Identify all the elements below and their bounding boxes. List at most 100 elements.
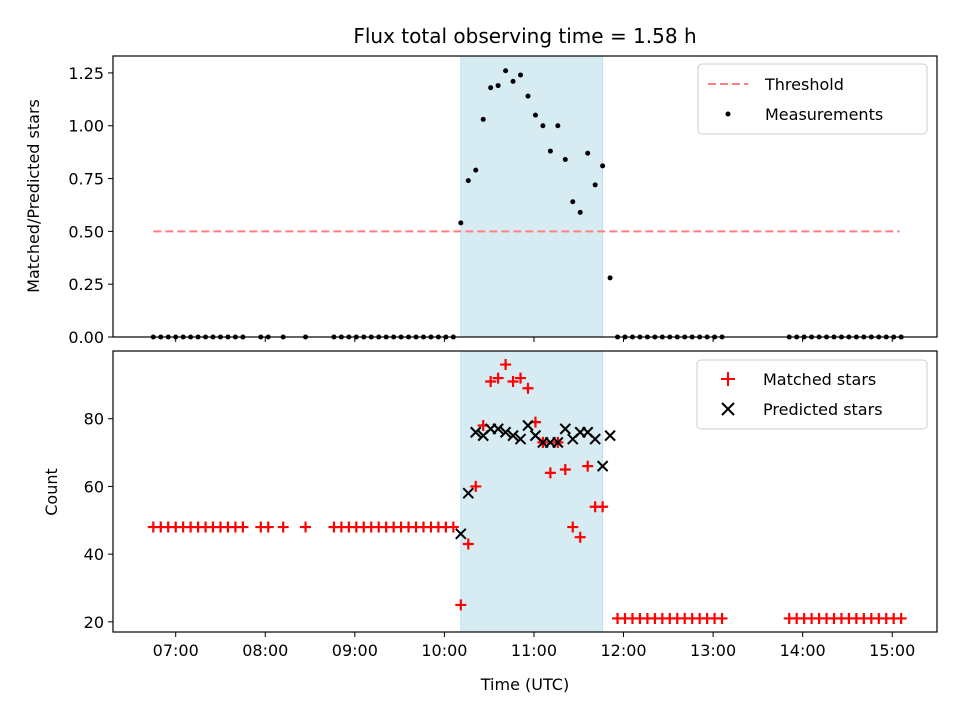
xtick-label: 14:00	[780, 641, 826, 660]
measurement-point	[607, 275, 613, 281]
matched-star-point	[237, 521, 249, 533]
xtick-label: 12:00	[600, 641, 646, 660]
measurement-point	[532, 112, 538, 118]
measurement-point	[562, 157, 568, 163]
xtick-label: 09:00	[332, 641, 378, 660]
x-axis-label: Time (UTC)	[480, 675, 569, 694]
bottom-predicted-points	[455, 419, 616, 540]
matched-star-point	[485, 375, 497, 387]
bottom-ytick-label: 60	[84, 477, 104, 496]
top-x-ticks	[175, 337, 893, 342]
bottom-ytick-label: 20	[84, 613, 104, 632]
predicted-star-point	[522, 419, 534, 432]
legend-matched-label: Matched stars	[763, 370, 876, 389]
xtick-label: 11:00	[511, 641, 557, 660]
bottom-matched-points	[147, 359, 907, 624]
xtick-label: 08:00	[242, 641, 288, 660]
matched-star-point	[895, 612, 907, 624]
measurement-point	[458, 220, 464, 226]
top-legend-box	[697, 63, 928, 135]
matched-star-point	[447, 521, 459, 533]
top-panel: 0.00 0.25 0.50 0.75 1.00 1.25 Matched/Predict…	[24, 55, 938, 347]
predicted-star-point	[559, 423, 572, 435]
legend-predicted-label: Predicted stars	[763, 400, 883, 419]
measurement-point	[540, 123, 546, 129]
bottom-shaded-band	[460, 350, 604, 633]
matched-star-point	[500, 359, 512, 371]
legend-measurements-label: Measurements	[765, 105, 883, 124]
matched-star-point	[492, 372, 504, 384]
top-y-axis-label: Matched/Predicted stars	[24, 99, 43, 293]
legend-predicted-swatch	[721, 402, 735, 416]
measurement-point	[473, 167, 479, 173]
bottom-panel: 20 40 60 80 07:00 08:00 09:00 10:00 11:00 12:00 1…	[42, 350, 938, 694]
predicted-star-point	[589, 433, 601, 445]
legend-measurements-swatch	[725, 111, 731, 117]
measurement-point	[503, 68, 509, 74]
predicted-star-point	[514, 433, 527, 445]
legend-matched-swatch	[721, 372, 735, 386]
bottom-y-ticks: 20 40 60 80	[84, 410, 113, 632]
predicted-star-point	[492, 423, 504, 435]
matched-star-point	[277, 521, 289, 533]
measurement-point	[585, 150, 591, 156]
top-ytick-label: 0.25	[68, 275, 104, 294]
legend-threshold-label: Threshold	[764, 75, 844, 94]
predicted-star-point	[470, 426, 482, 438]
xtick-label: 15:00	[869, 641, 915, 660]
predicted-star-point	[552, 436, 564, 449]
bottom-y-axis-label: Count	[42, 468, 61, 516]
matched-star-point	[470, 480, 482, 492]
measurement-point	[555, 123, 561, 129]
xtick-label: 13:00	[690, 641, 736, 660]
measurement-point	[570, 199, 576, 205]
measurement-point	[547, 148, 553, 154]
top-ytick-label: 1.25	[68, 64, 104, 83]
bottom-ytick-label: 40	[84, 545, 104, 564]
bottom-legend: Matched stars Predicted stars	[696, 359, 928, 430]
top-ytick-label: 0.00	[68, 328, 104, 347]
xtick-label: 07:00	[153, 641, 199, 660]
top-y-ticks: 0.00 0.25 0.50 0.75 1.00 1.25	[68, 64, 113, 347]
measurement-point	[592, 182, 598, 188]
matched-star-point	[582, 460, 594, 472]
measurement-point	[600, 163, 606, 169]
matched-star-point	[522, 382, 534, 394]
bottom-axes-frame	[112, 350, 938, 633]
top-axes-frame	[112, 55, 938, 338]
measurement-point	[465, 178, 471, 184]
predicted-star-point	[462, 487, 474, 499]
measurement-point	[495, 83, 501, 89]
measurement-point	[510, 78, 516, 84]
matched-star-point	[559, 463, 571, 475]
chart-title: Flux total observing time = 1.58 h	[353, 24, 696, 48]
top-ytick-label: 0.50	[68, 222, 104, 241]
top-ytick-label: 1.00	[68, 117, 104, 136]
matched-star-point	[300, 521, 312, 533]
matched-star-point	[544, 467, 556, 479]
bottom-shaded-interval	[460, 350, 604, 633]
matched-star-point	[462, 538, 474, 550]
top-shaded-interval	[460, 55, 604, 338]
predicted-star-point	[455, 528, 467, 540]
top-legend: Threshold Measurements	[697, 63, 928, 135]
predicted-star-point	[507, 429, 519, 442]
top-ytick-label: 0.75	[68, 170, 104, 189]
matched-star-point	[716, 612, 728, 624]
predicted-star-point	[596, 460, 609, 472]
bottom-x-ticks: 07:00 08:00 09:00 10:00 11:00 12:00 13:00 14:00…	[153, 632, 915, 660]
measurement-point	[480, 116, 486, 122]
predicted-star-point	[499, 426, 512, 438]
matched-star-point	[262, 521, 274, 533]
matched-star-point	[567, 521, 579, 533]
top-shaded-band	[460, 55, 604, 338]
measurement-point	[577, 209, 583, 215]
matched-star-point	[574, 531, 586, 543]
predicted-star-point	[604, 429, 616, 442]
matched-star-point	[597, 501, 609, 513]
matched-star-point	[507, 375, 519, 387]
bottom-legend-box	[696, 359, 928, 430]
bottom-ytick-label: 80	[84, 410, 104, 429]
matched-star-point	[515, 372, 527, 384]
